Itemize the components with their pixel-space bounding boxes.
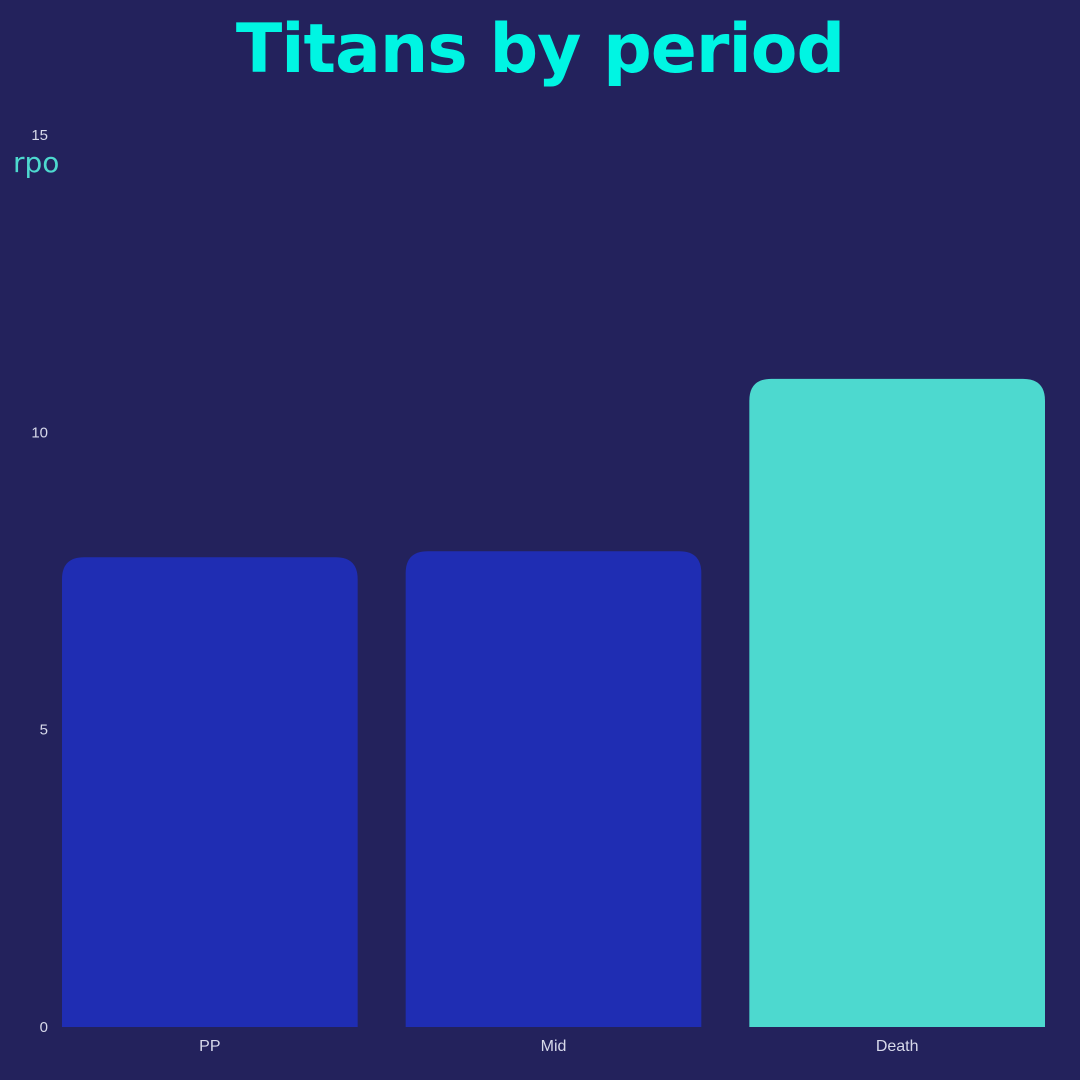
bar-mid: [405, 551, 702, 1027]
y-axis-ticks: 0 5 10 15: [31, 127, 48, 1036]
y-tick-label: 15: [31, 127, 48, 144]
x-tick-label: PP: [199, 1038, 220, 1055]
x-tick-label: Mid: [541, 1038, 567, 1055]
y-tick-label: 0: [40, 1019, 48, 1036]
x-tick-label: Death: [876, 1038, 919, 1055]
y-tick-label: 10: [31, 424, 48, 441]
bar-pp: [62, 557, 358, 1027]
y-axis-label: rpo: [13, 146, 60, 179]
y-tick-label: 5: [40, 722, 48, 739]
bar-death: [749, 378, 1045, 1027]
bars-group: [62, 378, 1045, 1027]
chart-title: Titans by period: [235, 10, 845, 89]
x-axis-ticks: PP Mid Death: [199, 1038, 918, 1055]
